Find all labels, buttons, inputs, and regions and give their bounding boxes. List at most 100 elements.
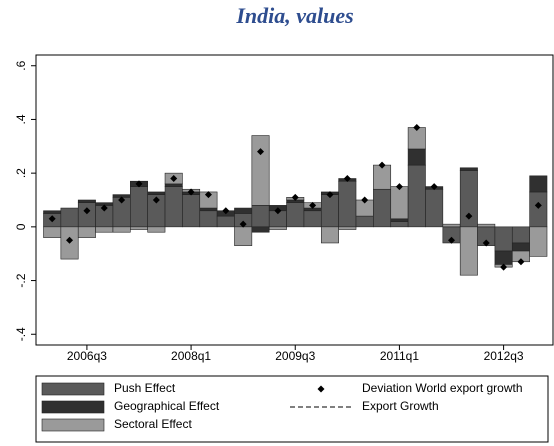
bar-segment	[390, 221, 409, 228]
bar-segment	[338, 180, 357, 228]
deviation-marker	[222, 207, 230, 215]
y-tick-label: .6	[14, 60, 28, 70]
deviation-marker	[118, 196, 126, 204]
bar-segment	[425, 188, 444, 228]
bar-segment	[112, 226, 131, 233]
legend-label: Geographical Effect	[114, 399, 220, 413]
bar-segment	[303, 210, 322, 228]
bar-segment	[529, 175, 548, 193]
y-tick-label: 0	[14, 223, 28, 230]
deviation-marker	[309, 201, 317, 209]
deviation-marker	[187, 188, 195, 196]
legend-label: Deviation World export growth	[362, 381, 523, 395]
bar-segment	[147, 191, 166, 195]
bar-segment	[511, 242, 530, 252]
deviation-marker	[48, 215, 56, 223]
bar-segment	[216, 215, 235, 228]
bar-segment	[407, 164, 426, 228]
deviation-marker	[517, 258, 525, 266]
bar-segment	[43, 210, 62, 214]
bar-segment	[199, 207, 218, 212]
legend-box	[35, 375, 549, 443]
bar-segment	[130, 226, 148, 230]
deviation-marker	[274, 207, 282, 215]
deviation-marker	[465, 212, 473, 220]
bar-segment	[459, 167, 478, 171]
bar-segment	[199, 210, 218, 228]
bar-segment	[147, 226, 166, 233]
deviation-marker	[135, 180, 143, 188]
bar-segment	[251, 135, 270, 206]
bar-segment	[130, 186, 148, 228]
bar-segment	[529, 191, 548, 228]
bar-segment	[251, 205, 270, 228]
bar-segment	[164, 183, 183, 187]
bar-segment	[95, 226, 114, 233]
bar-segment	[60, 207, 79, 228]
deviation-marker	[257, 148, 265, 156]
bar-segment	[373, 188, 392, 228]
bar-segment	[234, 226, 253, 246]
bar-segment	[338, 226, 357, 230]
legend-label: Export Growth	[362, 399, 439, 413]
bar-segment	[390, 186, 409, 220]
legend-label: Sectoral Effect	[114, 417, 192, 431]
bar-segment	[477, 223, 496, 228]
deviation-marker	[239, 220, 247, 228]
y-tick-label: .2	[14, 168, 28, 178]
deviation-marker	[448, 236, 456, 244]
y-tick-label: -.4	[14, 327, 28, 341]
deviation-marker	[100, 204, 108, 212]
bar-segment	[390, 218, 409, 222]
deviation-marker	[395, 183, 403, 191]
legend-swatch	[41, 418, 105, 432]
deviation-marker	[152, 196, 160, 204]
deviation-marker	[413, 124, 421, 131]
deviation-marker	[430, 183, 438, 191]
bar-segment	[164, 186, 183, 228]
bar-segment	[268, 226, 287, 230]
deviation-marker	[343, 175, 351, 183]
deviation-marker	[534, 201, 542, 209]
bar-segment	[77, 202, 96, 228]
deviation-marker	[204, 191, 212, 199]
legend-swatch	[41, 400, 105, 414]
deviation-marker	[66, 236, 74, 244]
deviation-marker	[326, 191, 334, 199]
bar-segment	[286, 202, 305, 228]
bar-segment	[407, 148, 426, 166]
bar-segment	[234, 207, 253, 214]
chart-title: India, values	[235, 3, 353, 28]
bar-segment	[77, 199, 96, 203]
bar-segment	[529, 226, 548, 257]
deviation-marker	[482, 239, 490, 247]
bar-segment	[320, 194, 339, 228]
legend-marker	[317, 385, 325, 393]
x-tick-label: 2009q3	[275, 349, 315, 363]
bar-segment	[511, 226, 530, 244]
deviation-marker	[500, 263, 508, 271]
plot-frame	[35, 54, 554, 346]
x-tick-label: 2012q3	[484, 349, 524, 363]
bar-segment	[442, 223, 461, 228]
x-tick-label: 2011q1	[380, 349, 419, 363]
bar-segment	[459, 226, 478, 276]
bar-segment	[373, 164, 392, 190]
bar-segment	[320, 226, 339, 244]
legend-label: Push Effect	[114, 381, 176, 395]
x-tick-label: 2006q3	[67, 349, 107, 363]
bar-segment	[494, 226, 513, 252]
y-tick-label: .4	[14, 114, 28, 124]
deviation-marker	[83, 207, 91, 215]
deviation-marker	[361, 196, 369, 204]
y-tick-label: -.2	[14, 273, 28, 287]
deviation-marker	[291, 193, 299, 201]
bar-segment	[43, 226, 62, 238]
deviation-marker	[170, 175, 178, 183]
bar-segment	[494, 250, 513, 265]
bar-segment	[251, 226, 270, 233]
bar-segment	[182, 194, 201, 228]
bar-segment	[77, 226, 96, 238]
legend-swatch	[41, 382, 105, 396]
